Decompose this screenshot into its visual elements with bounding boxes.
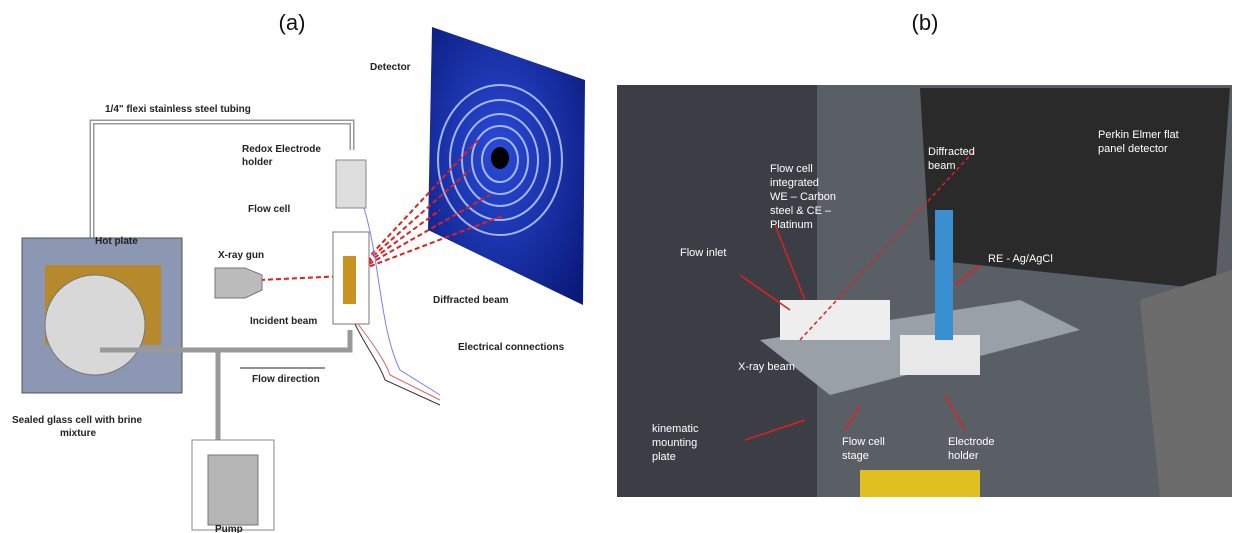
label: RE - Ag/AgCl [988,253,1053,265]
label: Detector [370,62,411,73]
label: X-ray beam [738,361,795,373]
label: Flow inlet [680,247,726,259]
flow-cell-window [343,256,356,304]
wire [363,207,441,396]
label: Redox Electrode holder [242,144,321,168]
label: Perkin Elmer flat panel detector [1098,129,1179,155]
label: Pump [215,524,243,533]
beam-stop [491,147,509,169]
label: Flow cell integrated WE – Carbon steel & CE… [770,163,836,231]
panel-label: (a) [279,10,306,35]
pump-tubing [100,347,221,440]
beam-pointers [739,149,981,441]
label: Diffracted beam [433,295,509,306]
label: Flow cell stage [842,436,885,462]
label: Flow cell [248,204,290,215]
label: Flow direction [252,374,320,385]
panel-b: (b) Perkin Elmer flat panel detector Diff… [617,10,1232,497]
label: Incident beam [250,316,317,327]
label: 1/4" flexi stainless steel tubing [105,104,251,115]
wire [354,323,441,406]
redox-holder [335,159,367,209]
sealed-cell [44,274,146,376]
panel-a: (a) Detector 1/4" flexi stainless steel [12,10,585,533]
label: Electrical connections [458,342,565,353]
label: Hot plate [95,236,138,247]
diffraction-rings [437,84,563,236]
label: Diffracted beam [928,146,975,172]
panel-label: (b) [912,10,939,35]
label: Electrode holder [948,436,994,462]
label: X-ray gun [218,250,264,261]
wire [357,323,441,401]
xray-gun [214,267,263,299]
detector-photo [920,88,1230,290]
label: kinematic mounting plate [652,423,699,463]
label: Sealed glass cell with brine mixture [12,415,142,439]
